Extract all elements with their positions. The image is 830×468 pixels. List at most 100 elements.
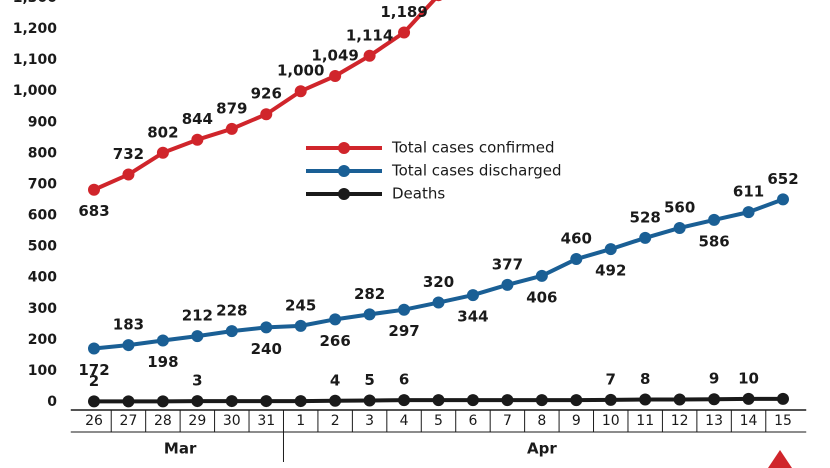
data-point <box>329 70 342 83</box>
data-point <box>398 26 411 39</box>
data-point <box>432 296 445 309</box>
data-point <box>673 221 686 234</box>
data-point <box>329 313 342 326</box>
data-label: 228 <box>216 302 247 320</box>
data-point <box>260 395 273 408</box>
y-tick-label: 300 <box>28 301 57 317</box>
data-label: 652 <box>767 170 798 188</box>
data-point <box>466 394 479 407</box>
data-label: 406 <box>526 288 557 306</box>
data-point <box>535 394 548 407</box>
plot-area <box>88 0 789 408</box>
y-tick-label: 1,300 <box>13 0 58 6</box>
data-label: 528 <box>630 208 661 226</box>
data-point <box>294 85 307 98</box>
y-tick-label: 0 <box>47 394 57 410</box>
x-tick-label: 6 <box>468 413 477 429</box>
x-tick-label: 9 <box>572 413 581 429</box>
data-point <box>156 334 169 347</box>
data-point <box>191 330 204 343</box>
x-tick-label: 28 <box>154 413 172 429</box>
data-point <box>225 122 238 135</box>
x-tick-label: 29 <box>188 413 206 429</box>
data-label: 266 <box>319 332 350 350</box>
x-tick-label: 30 <box>223 413 241 429</box>
data-label: 240 <box>251 340 282 358</box>
x-tick-label: 14 <box>740 413 758 429</box>
data-point <box>777 193 789 206</box>
data-label: 2 <box>89 372 99 390</box>
data-point <box>434 0 443 2</box>
data-label: 282 <box>354 285 385 303</box>
data-label: 4 <box>330 371 340 389</box>
month-label: Apr <box>527 440 557 458</box>
data-label: 212 <box>182 307 213 325</box>
data-point <box>260 321 273 334</box>
x-tick-label: 15 <box>774 413 792 429</box>
data-label: 172 <box>78 361 109 379</box>
data-point <box>156 146 169 159</box>
data-label: 586 <box>698 232 729 250</box>
data-point <box>501 278 514 291</box>
data-point <box>363 49 376 62</box>
x-tick-label: 2 <box>331 413 340 429</box>
data-point <box>363 308 376 321</box>
y-tick-label: 400 <box>28 270 57 286</box>
data-point <box>191 133 204 146</box>
data-label: 492 <box>595 262 626 280</box>
data-label: 377 <box>492 255 523 273</box>
y-tick-label: 600 <box>28 208 57 224</box>
logo <box>768 450 792 468</box>
data-point <box>88 342 100 355</box>
data-label: 198 <box>147 353 178 371</box>
data-point <box>88 183 100 196</box>
data-point <box>398 394 411 407</box>
data-label: 1,114 <box>346 26 393 44</box>
data-point <box>535 269 548 282</box>
legend-marker <box>338 188 350 200</box>
data-point <box>260 108 273 121</box>
data-label: 320 <box>423 273 454 291</box>
month-label: Mar <box>164 440 197 458</box>
data-point <box>122 168 135 181</box>
data-point <box>88 395 100 408</box>
data-point <box>742 392 755 405</box>
data-point <box>329 394 342 407</box>
data-label: 1,049 <box>311 47 358 65</box>
data-label: 6 <box>399 371 409 389</box>
data-point <box>570 394 583 407</box>
data-point <box>432 394 445 407</box>
y-tick-label: 1,100 <box>13 52 58 68</box>
data-label: 245 <box>285 296 316 314</box>
y-tick-label: 1,200 <box>13 21 58 37</box>
data-label: 344 <box>457 308 488 326</box>
x-tick-label: 26 <box>85 413 103 429</box>
y-tick-label: 500 <box>28 239 57 255</box>
x-tick-label: 12 <box>671 413 689 429</box>
data-point <box>294 319 307 332</box>
data-label: 460 <box>561 230 592 248</box>
x-tick-label: 10 <box>602 413 620 429</box>
data-point <box>673 393 686 406</box>
data-label: 560 <box>664 198 695 216</box>
x-tick-label: 5 <box>434 413 443 429</box>
legend: Total cases confirmed Total cases dischar… <box>303 136 575 206</box>
data-point <box>122 339 135 352</box>
data-label: 611 <box>733 183 764 201</box>
data-point <box>156 395 169 408</box>
data-point <box>122 395 135 408</box>
data-point <box>225 395 238 408</box>
data-point <box>742 206 755 219</box>
data-point <box>604 243 617 256</box>
legend-label: Total cases discharged <box>391 162 562 180</box>
data-point <box>708 393 721 406</box>
data-label: 10 <box>738 369 759 387</box>
data-point <box>191 395 204 408</box>
y-tick-label: 700 <box>28 176 57 192</box>
x-tick-label: 7 <box>503 413 512 429</box>
x-tick-label: 27 <box>120 413 138 429</box>
data-point <box>363 394 376 407</box>
legend-label: Deaths <box>392 185 445 203</box>
data-label: 732 <box>113 145 144 163</box>
data-label: 7 <box>606 370 616 388</box>
